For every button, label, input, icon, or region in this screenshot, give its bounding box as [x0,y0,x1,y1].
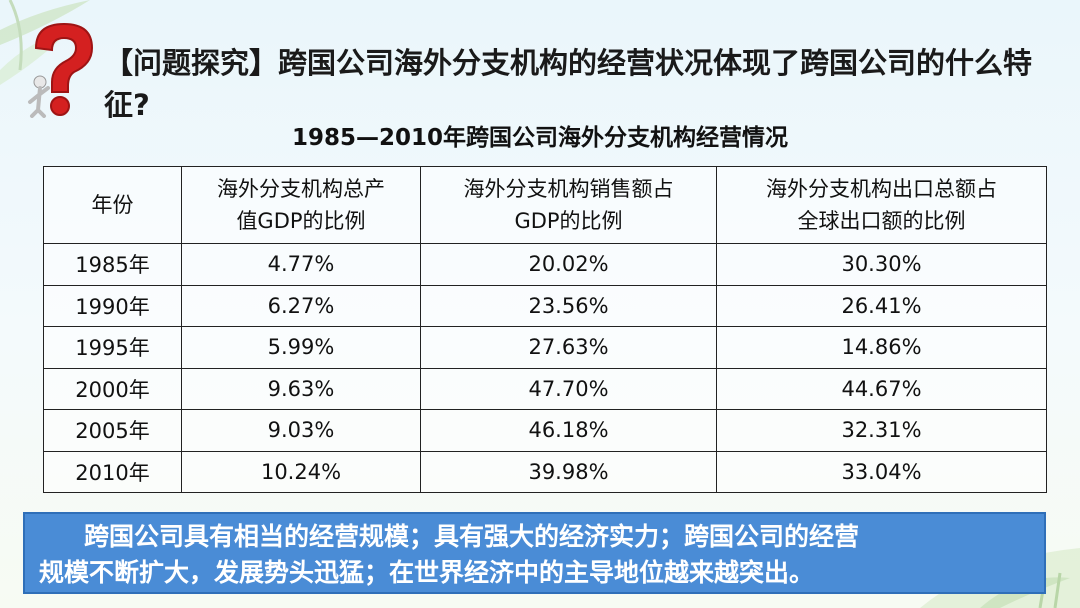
question-mark-icon [28,22,94,118]
table-cell: 2005年 [43,409,182,452]
table-cell: 47.70% [420,367,717,410]
table-row: 2010年 10.24% 39.98% 33.04% [43,450,1047,493]
table-cell: 9.03% [181,409,421,452]
table-cell: 26.41% [716,284,1047,327]
table-cell: 2000年 [43,367,182,410]
header-gdp-output-ratio: 海外分支机构总产 值GDP的比例 [181,166,421,244]
table-row: 1985年 4.77% 20.02% 30.30% [43,243,1047,286]
table-cell: 20.02% [420,243,717,286]
table-row: 1995年 5.99% 27.63% 14.86% [43,326,1047,369]
header-line: 海外分支机构总产 [217,177,385,201]
table-row: 2005年 9.03% 46.18% 32.31% [43,409,1047,452]
table-title: 1985—2010年跨国公司海外分支机构经营情况 [291,125,789,151]
table-cell: 44.67% [716,367,1047,410]
header-year: 年份 [43,166,182,244]
table-cell: 1995年 [43,326,182,369]
table-cell: 33.04% [716,450,1047,493]
table-cell: 46.18% [420,409,717,452]
header-sales-gdp-ratio: 海外分支机构销售额占 GDP的比例 [420,166,717,244]
table-cell: 6.27% [181,284,421,327]
table-cell: 9.63% [181,367,421,410]
header-line: 海外分支机构销售额占 [463,177,674,201]
table-cell: 27.63% [420,326,717,369]
table-row: 1990年 6.27% 23.56% 26.41% [43,284,1047,327]
table-cell: 2010年 [43,450,182,493]
table-cell: 30.30% [716,243,1047,286]
table-cell: 14.86% [716,326,1047,369]
header-line: 全球出口额的比例 [797,209,966,233]
question-text: 【问题探究】跨国公司海外分支机构的经营状况体现了跨国公司的什么特征? [104,46,1033,122]
table-cell: 4.77% [181,243,421,286]
table-row: 2000年 9.63% 47.70% 44.67% [43,367,1047,410]
table-cell: 1985年 [43,243,182,286]
table-cell: 1990年 [43,284,182,327]
answer-line: 规模不断扩大，发展势头迅猛；在世界经济中的主导地位越来越突出。 [39,558,815,587]
table-cell: 23.56% [420,284,717,327]
header-export-share: 海外分支机构出口总额占 全球出口额的比例 [716,166,1047,244]
table-cell: 5.99% [181,326,421,369]
header-line: GDP的比例 [514,209,623,233]
answer-box: 跨国公司具有相当的经营规模；具有强大的经济实力；跨国公司的经营 规模不断扩大，发… [23,512,1046,594]
table-header-row: 年份 海外分支机构总产 值GDP的比例 海外分支机构销售额占 GDP的比例 海外… [43,166,1047,244]
header-line: 值GDP的比例 [236,209,366,233]
header-line: 年份 [91,193,134,217]
table-cell: 10.24% [181,450,421,493]
table-cell: 39.98% [420,450,717,493]
table-cell: 32.31% [716,409,1047,452]
answer-line: 跨国公司具有相当的经营规模；具有强大的经济实力；跨国公司的经营 [84,522,860,551]
data-table: 年份 海外分支机构总产 值GDP的比例 海外分支机构销售额占 GDP的比例 海外… [43,166,1047,493]
header-line: 海外分支机构出口总额占 [766,177,997,201]
